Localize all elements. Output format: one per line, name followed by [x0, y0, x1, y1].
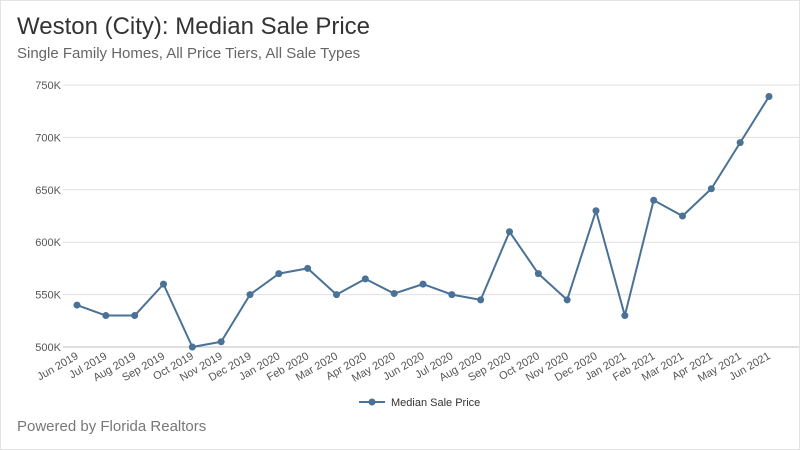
data-point[interactable] [275, 270, 283, 278]
data-point[interactable] [102, 312, 110, 320]
legend-marker-icon [368, 398, 376, 406]
data-point[interactable] [563, 296, 571, 304]
data-point[interactable] [650, 196, 658, 204]
data-point[interactable] [506, 228, 513, 236]
data-point[interactable] [621, 312, 629, 320]
y-axis-ticks: 500K 550K 600K 650K 700K 750K [35, 80, 61, 354]
series-line [76, 95, 770, 348]
chart-subtitle: Single Family Homes, All Price Tiers, Al… [17, 45, 361, 62]
data-point[interactable] [73, 301, 81, 309]
data-point[interactable] [390, 290, 398, 298]
legend-label[interactable]: Median Sale Price [391, 397, 480, 409]
y-tick-label: 650K [35, 185, 61, 197]
gridlines [63, 84, 799, 348]
y-tick-label: 700K [35, 132, 61, 144]
series-layer [73, 93, 773, 351]
data-point[interactable] [707, 185, 715, 193]
data-point[interactable] [765, 93, 773, 101]
data-point[interactable] [477, 296, 485, 304]
data-point[interactable] [217, 338, 225, 346]
y-tick-label: 550K [35, 290, 61, 302]
data-point[interactable] [419, 280, 427, 288]
legend[interactable]: Median Sale Price [359, 397, 480, 409]
y-tick-label: 600K [35, 237, 61, 249]
data-point[interactable] [304, 264, 312, 272]
data-point[interactable] [361, 275, 369, 283]
y-tick-label: 500K [35, 342, 61, 354]
data-point[interactable] [131, 312, 139, 320]
data-point[interactable] [333, 291, 340, 299]
chart-title: Weston (City): Median Sale Price [17, 13, 371, 40]
powered-by-credit: Powered by Florida Realtors [17, 418, 207, 435]
y-tick-label: 750K [35, 80, 61, 92]
data-point[interactable] [160, 280, 167, 288]
data-point[interactable] [448, 291, 456, 299]
data-point[interactable] [246, 291, 254, 299]
data-point[interactable] [592, 207, 600, 215]
data-point[interactable] [188, 343, 196, 351]
data-point[interactable] [534, 270, 542, 278]
data-point[interactable] [679, 212, 686, 220]
data-point[interactable] [736, 139, 744, 147]
